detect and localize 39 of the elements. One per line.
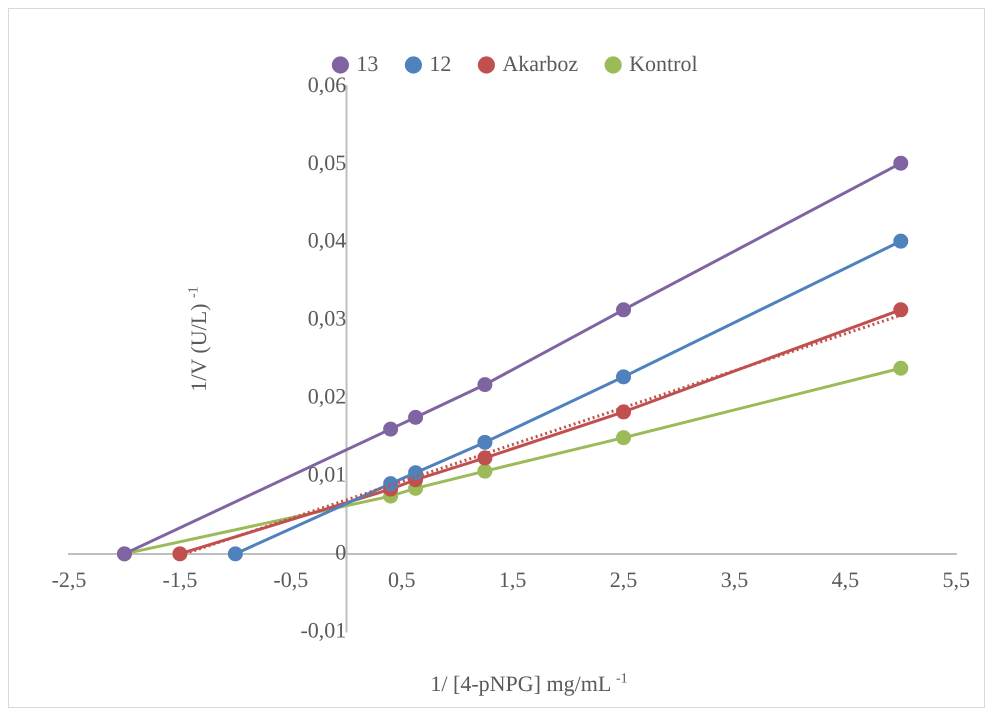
point xyxy=(477,464,492,479)
x-tick-label: 5,5 xyxy=(942,566,970,592)
y-tick-label: 0,01 xyxy=(308,462,346,487)
point xyxy=(616,369,632,384)
x-tick-label: -1,5 xyxy=(162,566,198,592)
point xyxy=(477,450,492,466)
y-tick-label: -0,01 xyxy=(300,618,346,643)
point xyxy=(893,156,908,171)
point xyxy=(408,465,424,480)
x-tick-label: -2,5 xyxy=(52,566,86,592)
point xyxy=(228,546,243,562)
x-axis-title: 1/ [4-pNPG] mg/mL $^{-1}$ xyxy=(430,671,628,697)
point xyxy=(893,302,908,318)
legend-label: 12 xyxy=(429,50,452,76)
point xyxy=(616,302,632,318)
point xyxy=(893,360,908,376)
point xyxy=(893,234,908,249)
point xyxy=(616,404,632,420)
x-tick-label: 1,5 xyxy=(498,566,526,592)
legend-label: 13 xyxy=(356,50,378,76)
point xyxy=(477,434,492,450)
point xyxy=(408,410,424,425)
x-tick-label: -0,5 xyxy=(273,566,308,592)
y-tick-label: 0,03 xyxy=(308,306,346,331)
x-tick-label: 4,5 xyxy=(832,566,860,592)
legend-label: Akarboz xyxy=(502,50,578,76)
y-tick-label: 0,06 xyxy=(308,72,346,97)
y-tick-label: 0 xyxy=(335,540,346,565)
x-tick-label: 2,5 xyxy=(610,566,638,592)
point xyxy=(616,430,632,446)
point xyxy=(477,377,492,392)
y-tick-label: 0,05 xyxy=(308,150,346,175)
legend-label: Kontrol xyxy=(629,50,698,76)
point xyxy=(172,546,188,562)
y-tick-label: 0,04 xyxy=(308,228,346,253)
x-tick-label: 0,5 xyxy=(388,566,416,592)
x-tick-label: 3,5 xyxy=(720,566,748,592)
y-tick-label: 0,02 xyxy=(308,384,346,409)
point xyxy=(383,422,398,437)
